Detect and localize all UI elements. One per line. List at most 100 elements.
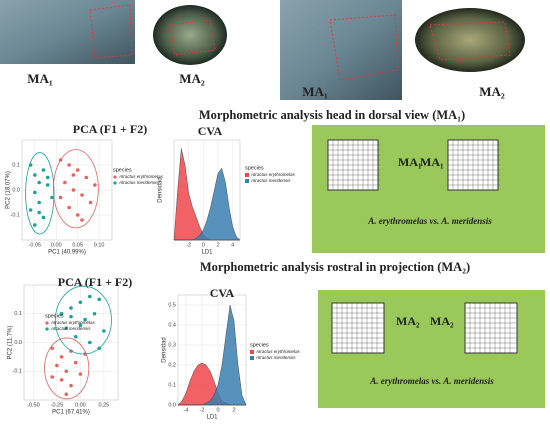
legend-label: Atractus meridensis (118, 180, 159, 185)
point (28, 163, 33, 167)
panel-label: MA₂ (396, 314, 420, 328)
legend-title: species (250, 342, 269, 348)
photo (280, 0, 402, 100)
legend-title: species (113, 167, 132, 173)
panel: MA₂ MA₂ A. erythromelas vs. A. meridensi… (318, 290, 545, 408)
photo-label: MA₂ (179, 71, 205, 86)
point (78, 323, 83, 328)
point (92, 311, 97, 316)
legend-swatch (245, 179, 249, 183)
x-tick-label: 0.00 (75, 402, 86, 408)
legend-swatch (250, 356, 254, 360)
photo (415, 8, 525, 72)
y-tick-label: 0.1 (168, 382, 176, 388)
density-area (174, 167, 241, 241)
legend-label: Atractus erythromelas (118, 174, 164, 179)
legend-swatch (113, 175, 117, 179)
point (67, 205, 71, 210)
x-tick-label: -0.25 (51, 402, 64, 408)
legend-label: Atractus meridensis (255, 355, 296, 360)
y-tick-label: 0.0 (168, 402, 176, 408)
y-tick-label: 0.4 (168, 322, 176, 328)
point (33, 190, 37, 195)
panel-label: MA₁ (420, 155, 444, 169)
chart-title: PCA (F1 + F2) (58, 275, 133, 289)
x-axis-label: LD1 (201, 250, 213, 256)
point (50, 195, 54, 200)
point (37, 200, 41, 205)
y-tick-label: 0.0 (12, 187, 20, 193)
photo-label: MA₁ (302, 84, 328, 99)
confidence-ellipse (54, 285, 112, 355)
point (71, 173, 76, 177)
photos (0, 0, 525, 100)
point (41, 215, 46, 220)
x-tick-label: -0.50 (27, 402, 40, 408)
y-axis-label: PC2 (11.7%) (8, 326, 14, 360)
confidence-ellipse (53, 149, 99, 229)
point (41, 168, 46, 172)
y-tick-label: -0.1 (11, 212, 20, 218)
x-axis-label: PC1 (40.99%) (48, 250, 86, 256)
point (71, 188, 76, 192)
legend-title: species (245, 165, 264, 171)
legend-swatch (45, 321, 49, 325)
point (102, 329, 106, 333)
legend-label: Atractus meridensis (50, 326, 91, 331)
y-tick-label: 0.2 (168, 362, 176, 368)
point (97, 346, 101, 351)
landmarks (429, 21, 511, 61)
point (37, 180, 41, 185)
point (33, 173, 37, 177)
point (69, 314, 73, 319)
legend-title: species (45, 313, 64, 319)
chart-title: CVA (210, 286, 235, 300)
point (97, 297, 101, 302)
point (59, 355, 64, 359)
x-tick-label: -0.05 (29, 242, 42, 248)
point (58, 195, 63, 200)
chart-title: PCA (F1 + F2) (73, 122, 148, 136)
point (75, 213, 80, 217)
photo (0, 0, 135, 64)
y-axis-label: PC2 (18.07%) (6, 171, 12, 209)
chart: -0.50 -0.25 0.00 0.25 -0.1 0.0 0.1 PCA (F1 + F2… (8, 275, 133, 416)
density-area (178, 304, 247, 406)
photo-label: MA₁ (27, 71, 53, 86)
legend-swatch (113, 181, 117, 185)
point (78, 300, 83, 305)
x-tick-label: 0.05 (72, 242, 83, 248)
point (84, 175, 89, 180)
point (78, 372, 83, 376)
landmarks (169, 19, 216, 56)
point (64, 326, 69, 330)
point (67, 163, 71, 167)
point (75, 168, 80, 172)
point (59, 378, 64, 382)
point (88, 340, 92, 345)
point (45, 183, 50, 187)
panel-caption: A. erythromelas vs. A. meridensis (369, 376, 494, 386)
x-axis-label: LD1 (206, 415, 218, 421)
x-tick-label: 0.25 (99, 402, 110, 408)
x-tick-label: -4 (184, 407, 189, 413)
point (58, 158, 63, 162)
heading: Morphometric analysis rostral in project… (200, 260, 470, 274)
photo (153, 5, 227, 65)
x-axis-label: PC1 (67.41%) (52, 410, 90, 416)
y-tick-label: 0.3 (168, 342, 176, 348)
point (64, 392, 69, 397)
chart: -0.05 0.00 0.05 0.10 -0.1 0.0 0.1 PCA (F1 + F2)… (6, 122, 164, 256)
point (64, 369, 69, 374)
point (80, 193, 84, 197)
point (93, 183, 97, 187)
x-tick-label: 4 (231, 242, 234, 248)
heading: Morphometric analysis head in dorsal vie… (199, 108, 465, 122)
x-tick-label: 0.10 (94, 242, 105, 248)
confidence-ellipse (25, 152, 55, 235)
point (45, 175, 50, 180)
x-tick-label: 0 (202, 242, 205, 248)
y-axis-label: Densidad (162, 337, 168, 362)
legend-swatch (250, 350, 254, 354)
panel-label: MA₂ (430, 314, 454, 328)
